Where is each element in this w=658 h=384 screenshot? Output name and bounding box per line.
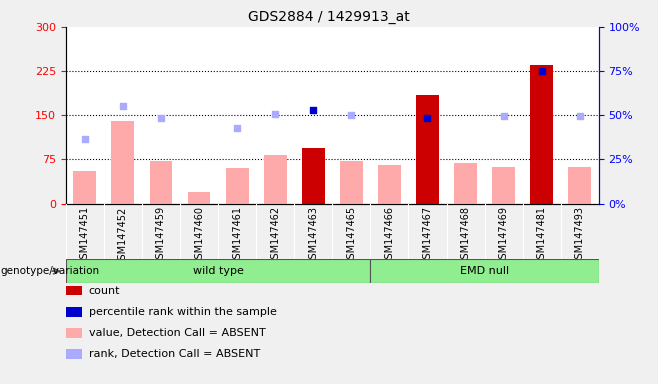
Point xyxy=(498,113,509,119)
Point xyxy=(536,68,547,74)
Bar xyxy=(226,168,249,204)
Point xyxy=(270,111,280,117)
Point xyxy=(156,115,166,121)
Text: GSM147462: GSM147462 xyxy=(270,206,280,265)
Point xyxy=(346,112,357,118)
Text: wild type: wild type xyxy=(193,266,243,276)
Point xyxy=(232,125,242,131)
Point xyxy=(308,108,318,114)
Bar xyxy=(149,161,172,204)
Bar xyxy=(264,155,287,204)
Bar xyxy=(111,121,134,204)
Point xyxy=(574,113,585,119)
Bar xyxy=(188,192,211,204)
Text: GSM147493: GSM147493 xyxy=(574,206,585,265)
Text: GSM147461: GSM147461 xyxy=(232,206,242,265)
Text: GDS2884 / 1429913_at: GDS2884 / 1429913_at xyxy=(248,10,410,23)
Bar xyxy=(416,94,439,204)
Bar xyxy=(74,171,96,204)
Text: GSM147451: GSM147451 xyxy=(80,206,90,265)
Text: GSM147467: GSM147467 xyxy=(422,206,432,265)
Text: GSM147468: GSM147468 xyxy=(461,206,470,265)
Text: EMD null: EMD null xyxy=(460,266,509,276)
Text: rank, Detection Call = ABSENT: rank, Detection Call = ABSENT xyxy=(89,349,260,359)
Text: GSM147463: GSM147463 xyxy=(308,206,318,265)
Text: GSM147452: GSM147452 xyxy=(118,206,128,266)
Point xyxy=(422,115,433,121)
Bar xyxy=(66,259,370,283)
Bar xyxy=(569,167,591,204)
Text: genotype/variation: genotype/variation xyxy=(1,266,100,276)
Bar xyxy=(454,164,477,204)
Point xyxy=(80,136,90,142)
Text: count: count xyxy=(89,286,120,296)
Text: percentile rank within the sample: percentile rank within the sample xyxy=(89,307,277,317)
Text: GSM147460: GSM147460 xyxy=(194,206,204,265)
Bar xyxy=(530,65,553,204)
Bar xyxy=(340,161,363,204)
Text: GSM147481: GSM147481 xyxy=(537,206,547,265)
Bar xyxy=(370,259,599,283)
Point xyxy=(118,103,128,109)
Text: GSM147465: GSM147465 xyxy=(346,206,357,265)
Text: GSM147469: GSM147469 xyxy=(499,206,509,265)
Text: value, Detection Call = ABSENT: value, Detection Call = ABSENT xyxy=(89,328,266,338)
Bar xyxy=(378,165,401,204)
Bar xyxy=(492,167,515,204)
Text: GSM147459: GSM147459 xyxy=(156,206,166,265)
Bar xyxy=(302,147,324,204)
Text: GSM147466: GSM147466 xyxy=(384,206,394,265)
